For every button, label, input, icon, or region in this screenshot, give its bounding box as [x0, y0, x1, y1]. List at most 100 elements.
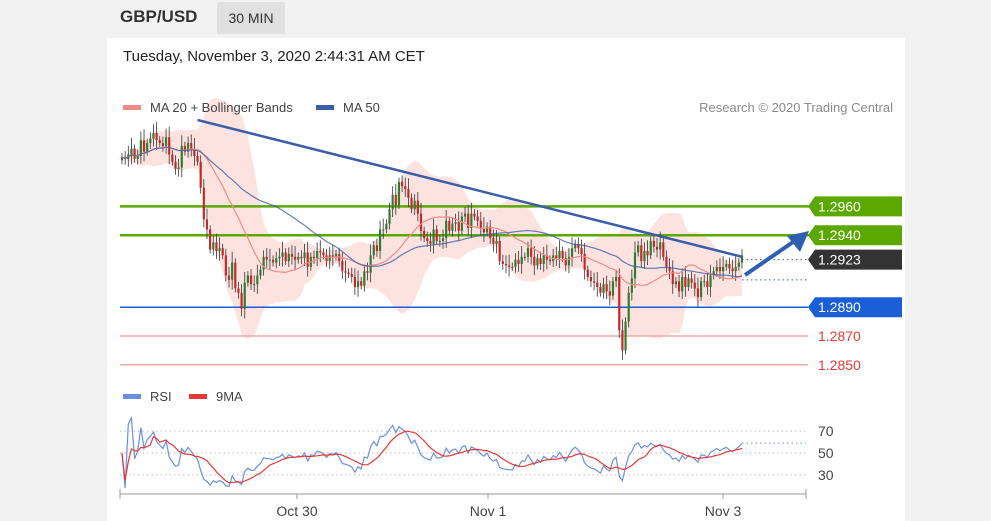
candle: [319, 251, 322, 253]
x-tick-label: Nov 1: [470, 503, 507, 519]
candle: [382, 229, 385, 231]
rsi-legend-label: RSI: [150, 389, 172, 404]
candle: [533, 256, 536, 266]
rsi-tick-label: 30: [818, 467, 834, 483]
candle: [734, 266, 737, 272]
candle: [281, 252, 284, 257]
candle: [429, 240, 432, 244]
candle: [699, 281, 703, 298]
candle: [416, 200, 419, 214]
candle: [709, 275, 712, 288]
candle: [605, 284, 608, 292]
candle: [671, 271, 674, 285]
candle: [404, 186, 407, 190]
timeframe-button[interactable]: 30 MIN: [217, 2, 285, 34]
candle: [243, 282, 246, 309]
candle: [202, 187, 205, 220]
candle: [401, 181, 404, 187]
candle: [378, 229, 382, 252]
candle: [385, 223, 388, 230]
candle: [413, 200, 416, 210]
candle: [467, 213, 470, 228]
candle: [397, 181, 401, 205]
candle: [344, 271, 347, 273]
candle: [180, 145, 183, 168]
price-label: 1.2960: [818, 198, 861, 214]
candle: [312, 256, 316, 259]
candle: [136, 156, 139, 159]
rsi-ma-legend-label: 9MA: [216, 389, 243, 404]
candle: [517, 259, 520, 264]
candle: [681, 276, 684, 292]
candle: [375, 245, 379, 252]
candle: [602, 284, 605, 293]
candle: [363, 271, 366, 286]
rsi-ma-line: [121, 430, 743, 484]
price-label: 1.2923: [818, 252, 861, 268]
candle: [419, 213, 423, 231]
candle: [249, 275, 253, 285]
candle: [740, 255, 744, 263]
ma50-legend-swatch: [316, 105, 334, 110]
candle: [640, 245, 643, 262]
candle: [171, 154, 174, 162]
candle: [158, 140, 161, 144]
candle: [360, 281, 363, 286]
price-label-box: [808, 196, 902, 217]
candle: [646, 251, 649, 256]
candle: [545, 255, 548, 260]
candle: [426, 238, 429, 241]
candle: [470, 213, 473, 228]
candle: [561, 251, 564, 259]
candle: [290, 253, 294, 257]
currency-pair-title: GBP/USD: [120, 7, 198, 26]
candle: [218, 248, 221, 252]
candle: [212, 242, 215, 250]
candle: [388, 209, 391, 224]
candle: [297, 256, 300, 260]
candle: [637, 245, 640, 253]
candle: [205, 219, 209, 230]
candle: [630, 278, 633, 293]
candle: [504, 264, 508, 266]
rsi-tick-label: 70: [818, 423, 834, 439]
candle: [489, 226, 492, 239]
candle: [567, 256, 571, 266]
candle: [262, 256, 265, 270]
candle: [564, 258, 567, 266]
candle: [574, 243, 577, 249]
forecast-arrowhead: [787, 231, 809, 252]
candle: [133, 148, 136, 159]
candle: [231, 262, 234, 280]
candle: [394, 194, 397, 205]
candle: [168, 137, 171, 155]
candle: [457, 222, 460, 231]
candle: [177, 167, 180, 169]
candle: [596, 282, 599, 288]
candle: [508, 265, 511, 267]
candle: [227, 275, 231, 280]
candle: [731, 268, 734, 272]
rsi-tick-label: 50: [818, 445, 834, 461]
candle: [130, 148, 133, 155]
candle: [284, 252, 287, 262]
candle: [530, 248, 533, 257]
candle: [372, 245, 375, 256]
candle: [293, 256, 297, 260]
candle: [611, 281, 615, 296]
candle: [715, 266, 718, 272]
candle: [536, 258, 539, 266]
ma50-line: [121, 146, 743, 278]
candle: [539, 258, 542, 264]
candle: [615, 276, 618, 282]
candle: [583, 253, 586, 270]
candle: [237, 288, 240, 293]
candle: [674, 281, 678, 285]
candle: [589, 276, 593, 282]
candle: [492, 238, 495, 244]
candle: [221, 248, 224, 256]
candle: [448, 220, 451, 231]
candle: [275, 258, 278, 263]
candle: [511, 266, 514, 268]
candle: [479, 220, 482, 228]
